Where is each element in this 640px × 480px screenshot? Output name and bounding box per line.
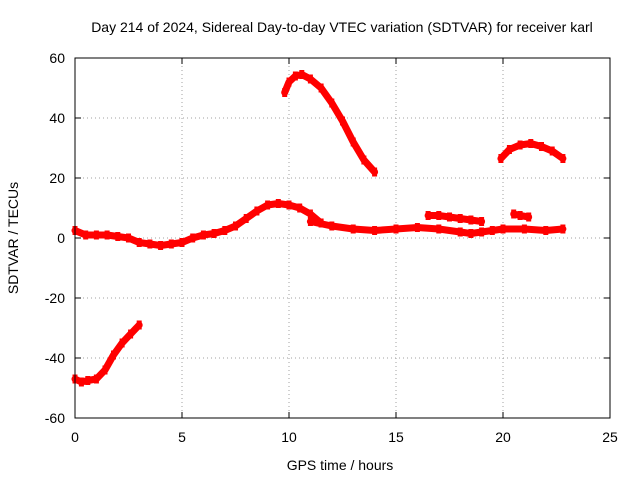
data-point [307, 74, 313, 84]
data-point [560, 224, 566, 234]
data-point [436, 211, 442, 220]
data-point [457, 214, 463, 223]
data-point [539, 142, 544, 151]
data-point [190, 233, 196, 243]
data-point [543, 226, 549, 235]
chart-title: Day 214 of 2024, Sidereal Day-to-day VTE… [91, 19, 593, 35]
data-point [115, 232, 121, 241]
data-point [526, 212, 532, 222]
series-line-arc-midday-high [281, 71, 379, 176]
y-axis-label: SDTVAR / TECUs [5, 182, 21, 294]
data-point [102, 365, 108, 375]
plot-series [71, 70, 567, 387]
data-point [168, 239, 174, 249]
data-point [307, 209, 313, 219]
data-point [447, 212, 452, 222]
data-point [498, 154, 504, 163]
data-point [329, 221, 335, 231]
data-point [158, 241, 164, 250]
x-tick-label: 5 [178, 429, 186, 445]
data-point [286, 77, 292, 87]
data-point [468, 229, 474, 238]
data-point [393, 224, 399, 234]
y-tick-label: -20 [45, 290, 65, 306]
data-point [436, 224, 442, 234]
x-axis-label: GPS time / hours [287, 457, 394, 473]
data-point [265, 200, 271, 210]
x-tick-label: 25 [602, 429, 618, 445]
data-point [318, 83, 324, 93]
y-tick-label: 40 [49, 110, 65, 126]
data-point [282, 88, 288, 97]
data-point [275, 199, 281, 208]
data-point [350, 224, 356, 234]
data-point [500, 224, 506, 234]
x-tick-label: 10 [281, 429, 297, 445]
data-point [93, 230, 99, 240]
data-point [233, 221, 238, 231]
data-point [299, 70, 305, 79]
data-point [136, 320, 142, 330]
grid-lines [75, 58, 610, 418]
data-point [549, 146, 555, 156]
data-point [126, 233, 131, 243]
x-tick-labels: 0 5 10 15 20 25 [71, 429, 618, 445]
data-point [479, 217, 485, 226]
data-point [200, 230, 206, 240]
data-point [85, 376, 91, 385]
data-point [136, 238, 142, 247]
data-point [361, 155, 367, 165]
y-tick-label: -60 [45, 410, 65, 426]
data-point [147, 239, 153, 249]
data-point [457, 227, 463, 237]
data-point [83, 230, 89, 240]
y-tick-label: -40 [45, 350, 65, 366]
y-tick-label: 60 [49, 50, 65, 66]
data-point [350, 137, 356, 147]
data-point [479, 227, 485, 237]
data-point [307, 217, 313, 226]
data-point [517, 211, 523, 220]
data-point [521, 224, 527, 234]
data-point [243, 214, 249, 223]
data-point [372, 226, 378, 235]
data-point [489, 226, 495, 235]
x-tick-label: 20 [495, 429, 511, 445]
data-point [511, 209, 517, 219]
data-point [128, 329, 134, 339]
data-point [111, 350, 116, 360]
data-point [560, 154, 566, 163]
y-tick-label: 0 [57, 230, 65, 246]
data-point [222, 226, 228, 235]
data-point [517, 140, 523, 150]
data-point [506, 145, 512, 154]
axis-ticks [74, 57, 611, 419]
y-tick-label: 20 [49, 170, 65, 186]
data-point [119, 338, 125, 348]
data-point [78, 377, 84, 387]
y-tick-labels: -60 -40 -20 0 20 40 60 [45, 50, 65, 426]
data-point [211, 229, 217, 238]
data-point [340, 116, 345, 126]
data-point [93, 374, 99, 384]
data-point [179, 238, 185, 247]
data-point [286, 200, 292, 210]
data-point [468, 215, 474, 225]
data-point [297, 203, 303, 213]
x-tick-label: 0 [71, 429, 79, 445]
series-line-arc-afternoon-upper [424, 212, 486, 225]
data-point [104, 230, 110, 240]
series-line-arc-main-low [71, 200, 325, 249]
data-point [329, 98, 335, 108]
data-point [528, 139, 534, 148]
x-tick-label: 15 [388, 429, 404, 445]
data-point [414, 223, 420, 232]
data-point [372, 167, 378, 177]
data-point [254, 206, 260, 216]
data-point [425, 211, 431, 220]
data-point [292, 71, 298, 81]
